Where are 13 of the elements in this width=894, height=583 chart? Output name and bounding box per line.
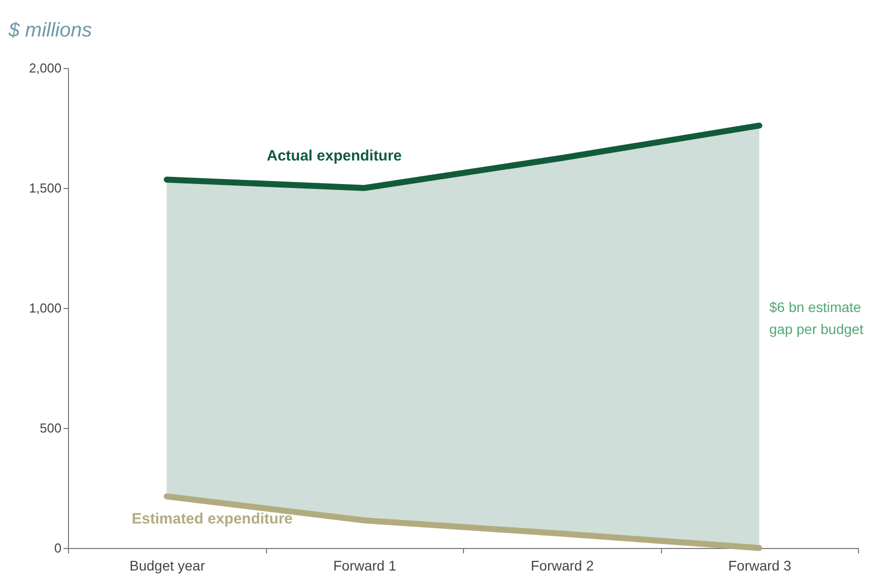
series-label: Actual expenditure xyxy=(266,148,402,165)
x-tick-label: Forward 1 xyxy=(333,558,396,574)
x-tick-label: Budget year xyxy=(130,558,206,574)
y-tick-label: 1,500 xyxy=(28,180,62,196)
x-tick-label: Forward 3 xyxy=(728,558,792,574)
y-tick-label: 500 xyxy=(40,420,62,436)
y-axis-title: $ millions xyxy=(8,20,92,42)
y-tick-label: 0 xyxy=(54,540,62,556)
text: $6 bn estimate gap per budget xyxy=(769,299,864,337)
series-label: Estimated expenditure xyxy=(132,510,293,528)
y-tick-label: 1,000 xyxy=(28,300,62,316)
y-tick-label: 2,000 xyxy=(28,60,62,76)
x-tick-label: Forward 2 xyxy=(530,558,594,574)
